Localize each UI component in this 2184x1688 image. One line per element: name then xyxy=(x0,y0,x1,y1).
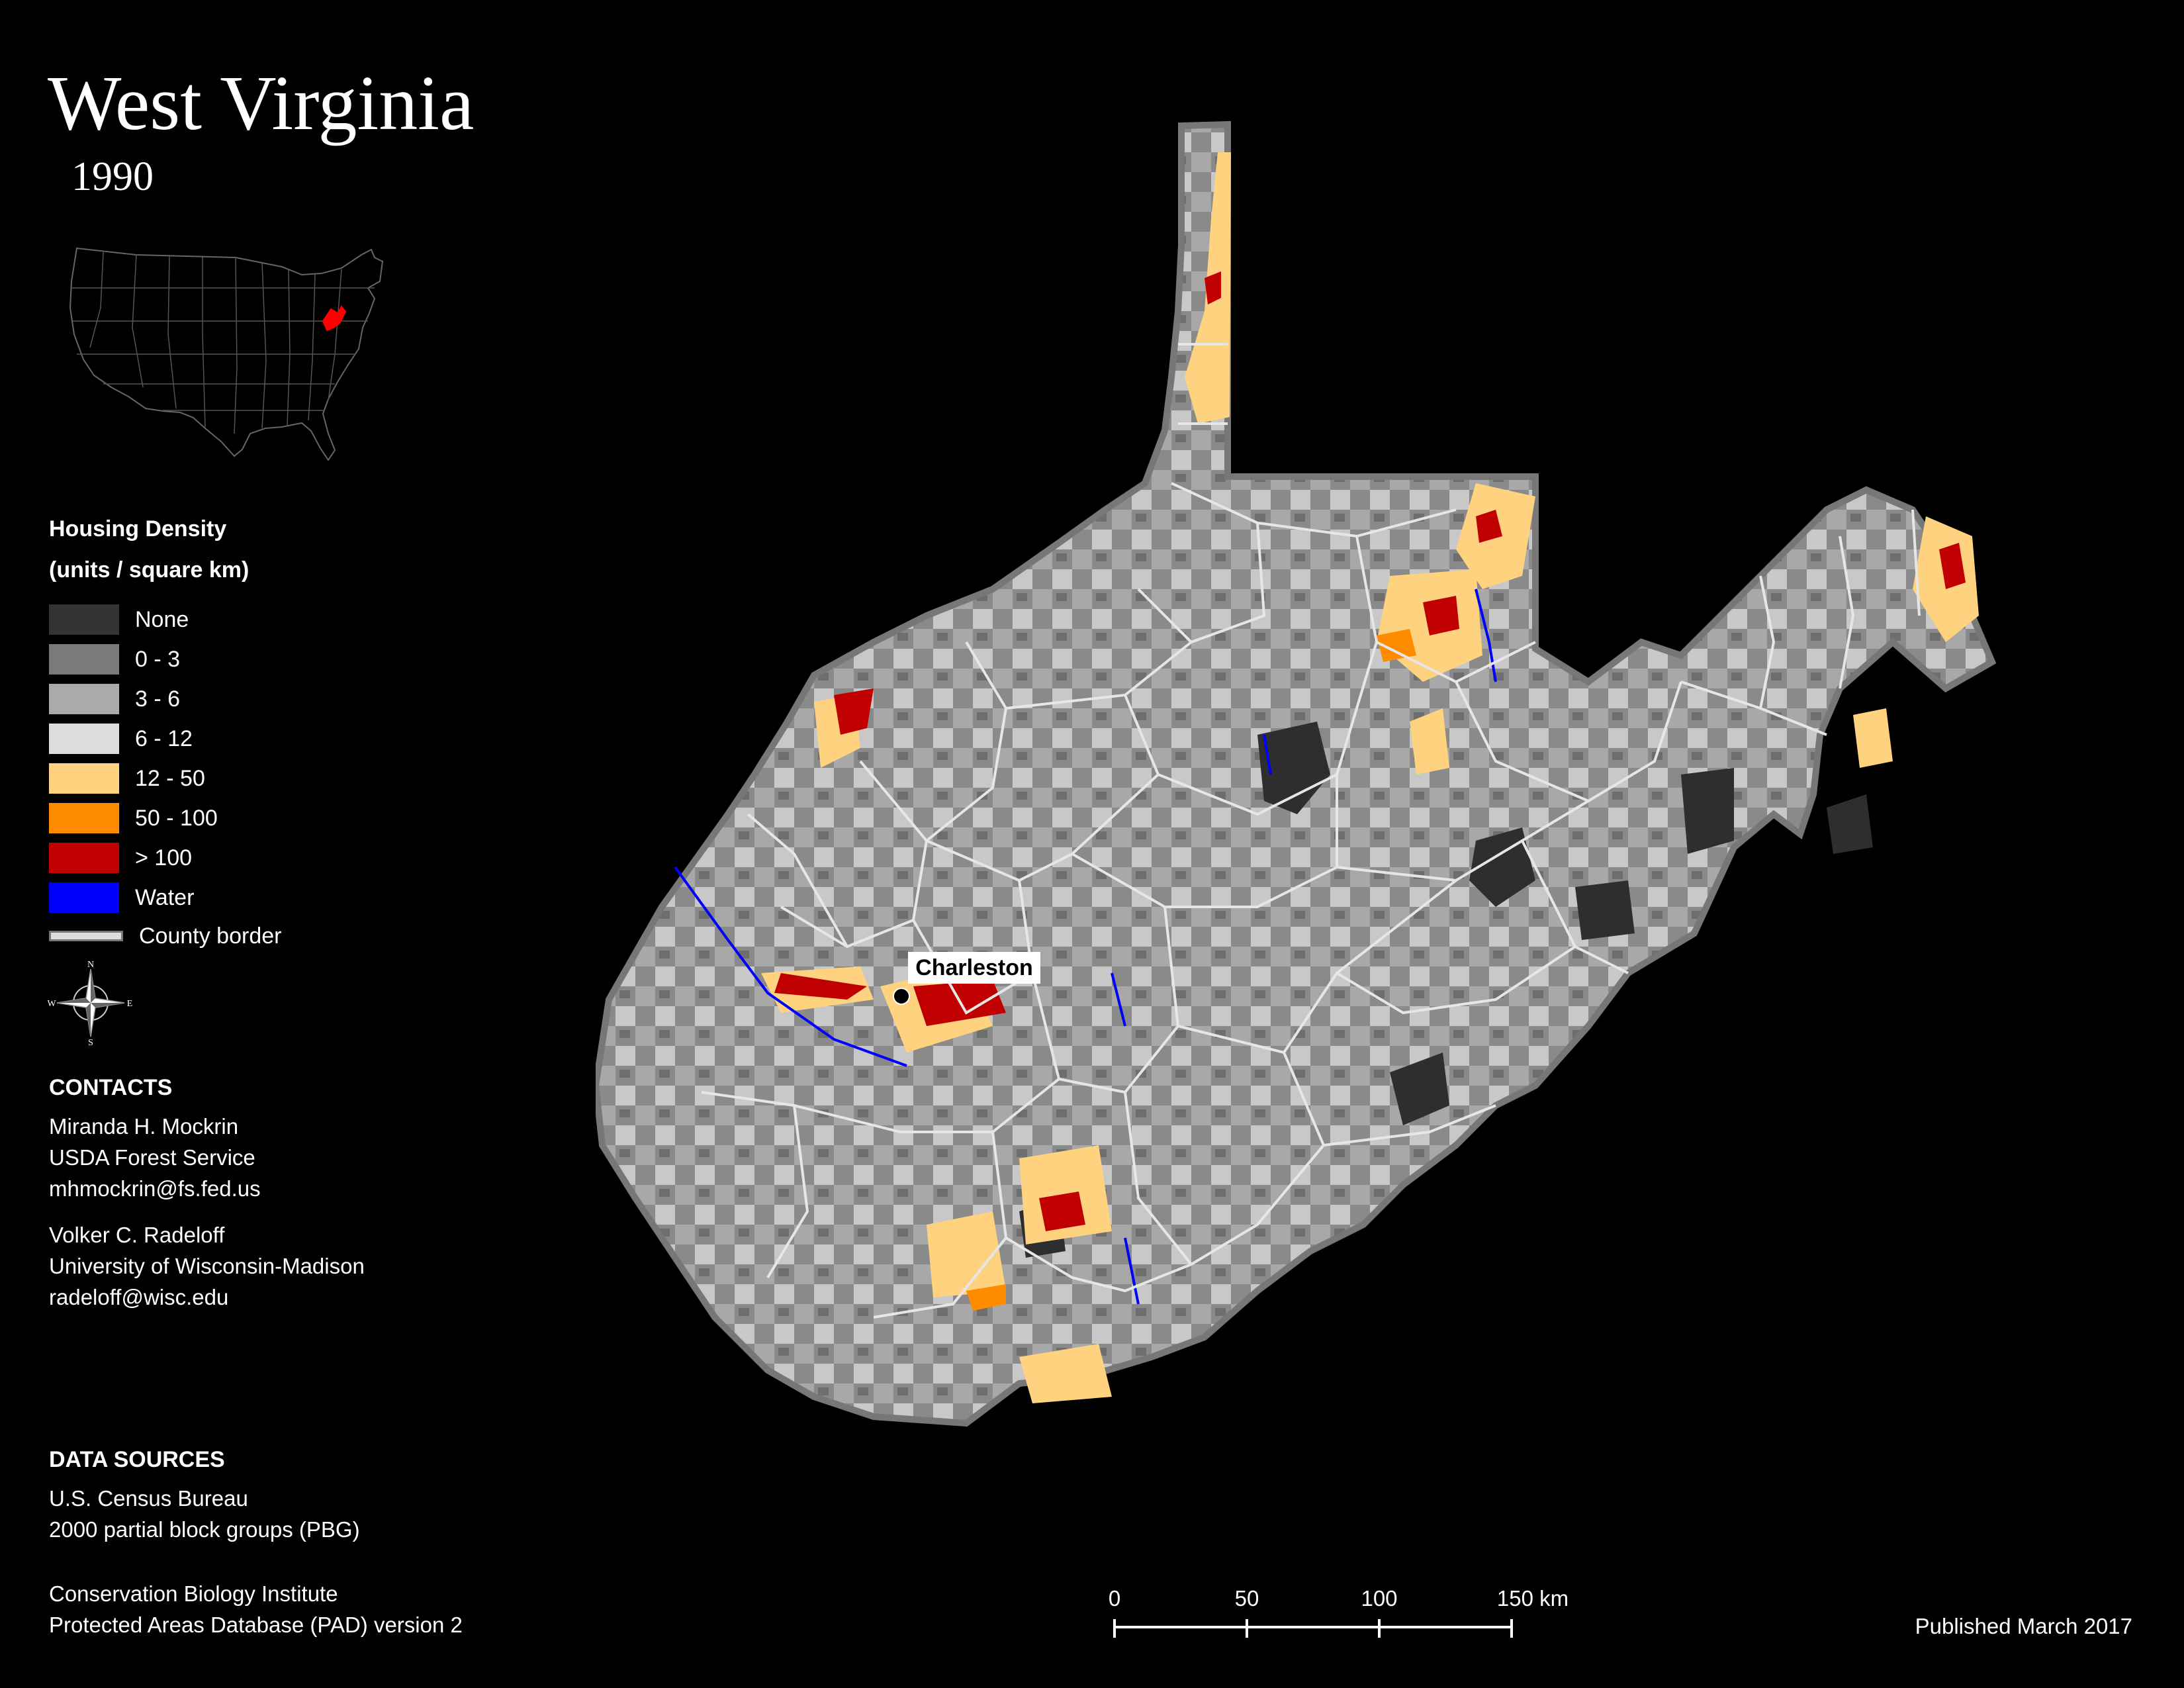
source-line: Conservation Biology Institute xyxy=(49,1581,338,1606)
contact-person-1: Miranda H. Mockrin USDA Forest Service m… xyxy=(49,1111,261,1204)
density-high-areas xyxy=(774,271,1966,1311)
legend-title: Housing Density xyxy=(49,516,227,541)
legend-swatch xyxy=(49,644,119,675)
legend-swatch xyxy=(49,803,119,833)
contact-email: radeloff@wisc.edu xyxy=(49,1285,229,1309)
us-locator-inset xyxy=(69,247,384,461)
legend-swatch xyxy=(49,724,119,754)
legend-item-0-3: 0 - 3 xyxy=(49,643,180,675)
map-year: 1990 xyxy=(71,154,154,199)
contact-name: Volker C. Radeloff xyxy=(49,1223,225,1247)
compass-s: S xyxy=(88,1038,93,1046)
legend-item-none: None xyxy=(49,604,189,635)
legend-label: Water xyxy=(135,884,195,910)
charleston-marker xyxy=(893,988,910,1005)
county-borders xyxy=(701,343,1921,1319)
contact-name: Miranda H. Mockrin xyxy=(49,1114,239,1139)
source-line: Protected Areas Database (PAD) version 2 xyxy=(49,1613,463,1637)
compass-rose-icon: N S E W xyxy=(48,960,133,1046)
legend-item-water: Water xyxy=(49,882,194,914)
legend-swatch xyxy=(49,604,119,635)
published-date: Published March 2017 xyxy=(1915,1614,2132,1638)
data-source-2: Conservation Biology Institute Protected… xyxy=(49,1578,463,1640)
legend-label: 0 - 3 xyxy=(135,646,181,672)
data-source-1: U.S. Census Bureau 2000 partial block gr… xyxy=(49,1483,360,1545)
state-lines xyxy=(71,252,375,434)
legend-label: 12 - 50 xyxy=(135,765,205,791)
compass-e: E xyxy=(127,999,133,1009)
legend-label: 6 - 12 xyxy=(135,726,193,751)
scale-tick-label: 0 xyxy=(1109,1586,1120,1611)
west-virginia-map: Charleston xyxy=(596,120,1997,1427)
legend-swatch xyxy=(49,684,119,714)
contact-org: USDA Forest Service xyxy=(49,1145,255,1170)
no-housing-areas xyxy=(1019,722,1873,1258)
data-sources-heading: DATA SOURCES xyxy=(49,1447,225,1472)
legend-item-12-50: 12 - 50 xyxy=(49,763,205,794)
legend-label: None xyxy=(135,606,189,632)
contact-person-2: Volker C. Radeloff University of Wiscons… xyxy=(49,1219,365,1313)
source-line: U.S. Census Bureau xyxy=(49,1486,248,1511)
legend-item-6-12: 6 - 12 xyxy=(49,723,193,755)
legend-units: (units / square km) xyxy=(49,557,250,583)
scale-tick-label: 150 km xyxy=(1497,1586,1569,1611)
scale-line xyxy=(1113,1619,1513,1638)
legend-swatch xyxy=(49,843,119,873)
source-line: 2000 partial block groups (PBG) xyxy=(49,1517,360,1542)
legend-label: 50 - 100 xyxy=(135,805,218,831)
map-title: West Virginia xyxy=(48,60,475,146)
scale-tick-label: 100 xyxy=(1361,1586,1397,1611)
legend-swatch xyxy=(49,763,119,794)
legend-label: 3 - 6 xyxy=(135,686,181,712)
legend-item-over-100: > 100 xyxy=(49,842,192,874)
charleston-label-bg xyxy=(908,952,1040,984)
legend-item-county-border: County border xyxy=(49,920,281,952)
contact-email: mhmockrin@fs.fed.us xyxy=(49,1176,261,1201)
charleston-label: Charleston xyxy=(915,955,1033,980)
contact-org: University of Wisconsin-Madison xyxy=(49,1254,365,1278)
contacts-heading: CONTACTS xyxy=(49,1075,173,1100)
legend-item-50-100: 50 - 100 xyxy=(49,802,218,834)
legend-label: > 100 xyxy=(135,845,193,870)
scale-tick-label: 50 xyxy=(1235,1586,1259,1611)
legend-label: County border xyxy=(139,923,282,949)
west-virginia-highlight xyxy=(322,305,347,332)
legend-item-3-6: 3 - 6 xyxy=(49,683,180,715)
compass-w: W xyxy=(48,999,56,1009)
legend-swatch xyxy=(49,882,119,913)
compass-n: N xyxy=(87,960,94,970)
scale-bar: 0 50 100 150 km xyxy=(1109,1586,1569,1638)
rivers xyxy=(674,588,1497,1305)
legend-border-swatch xyxy=(49,931,123,941)
